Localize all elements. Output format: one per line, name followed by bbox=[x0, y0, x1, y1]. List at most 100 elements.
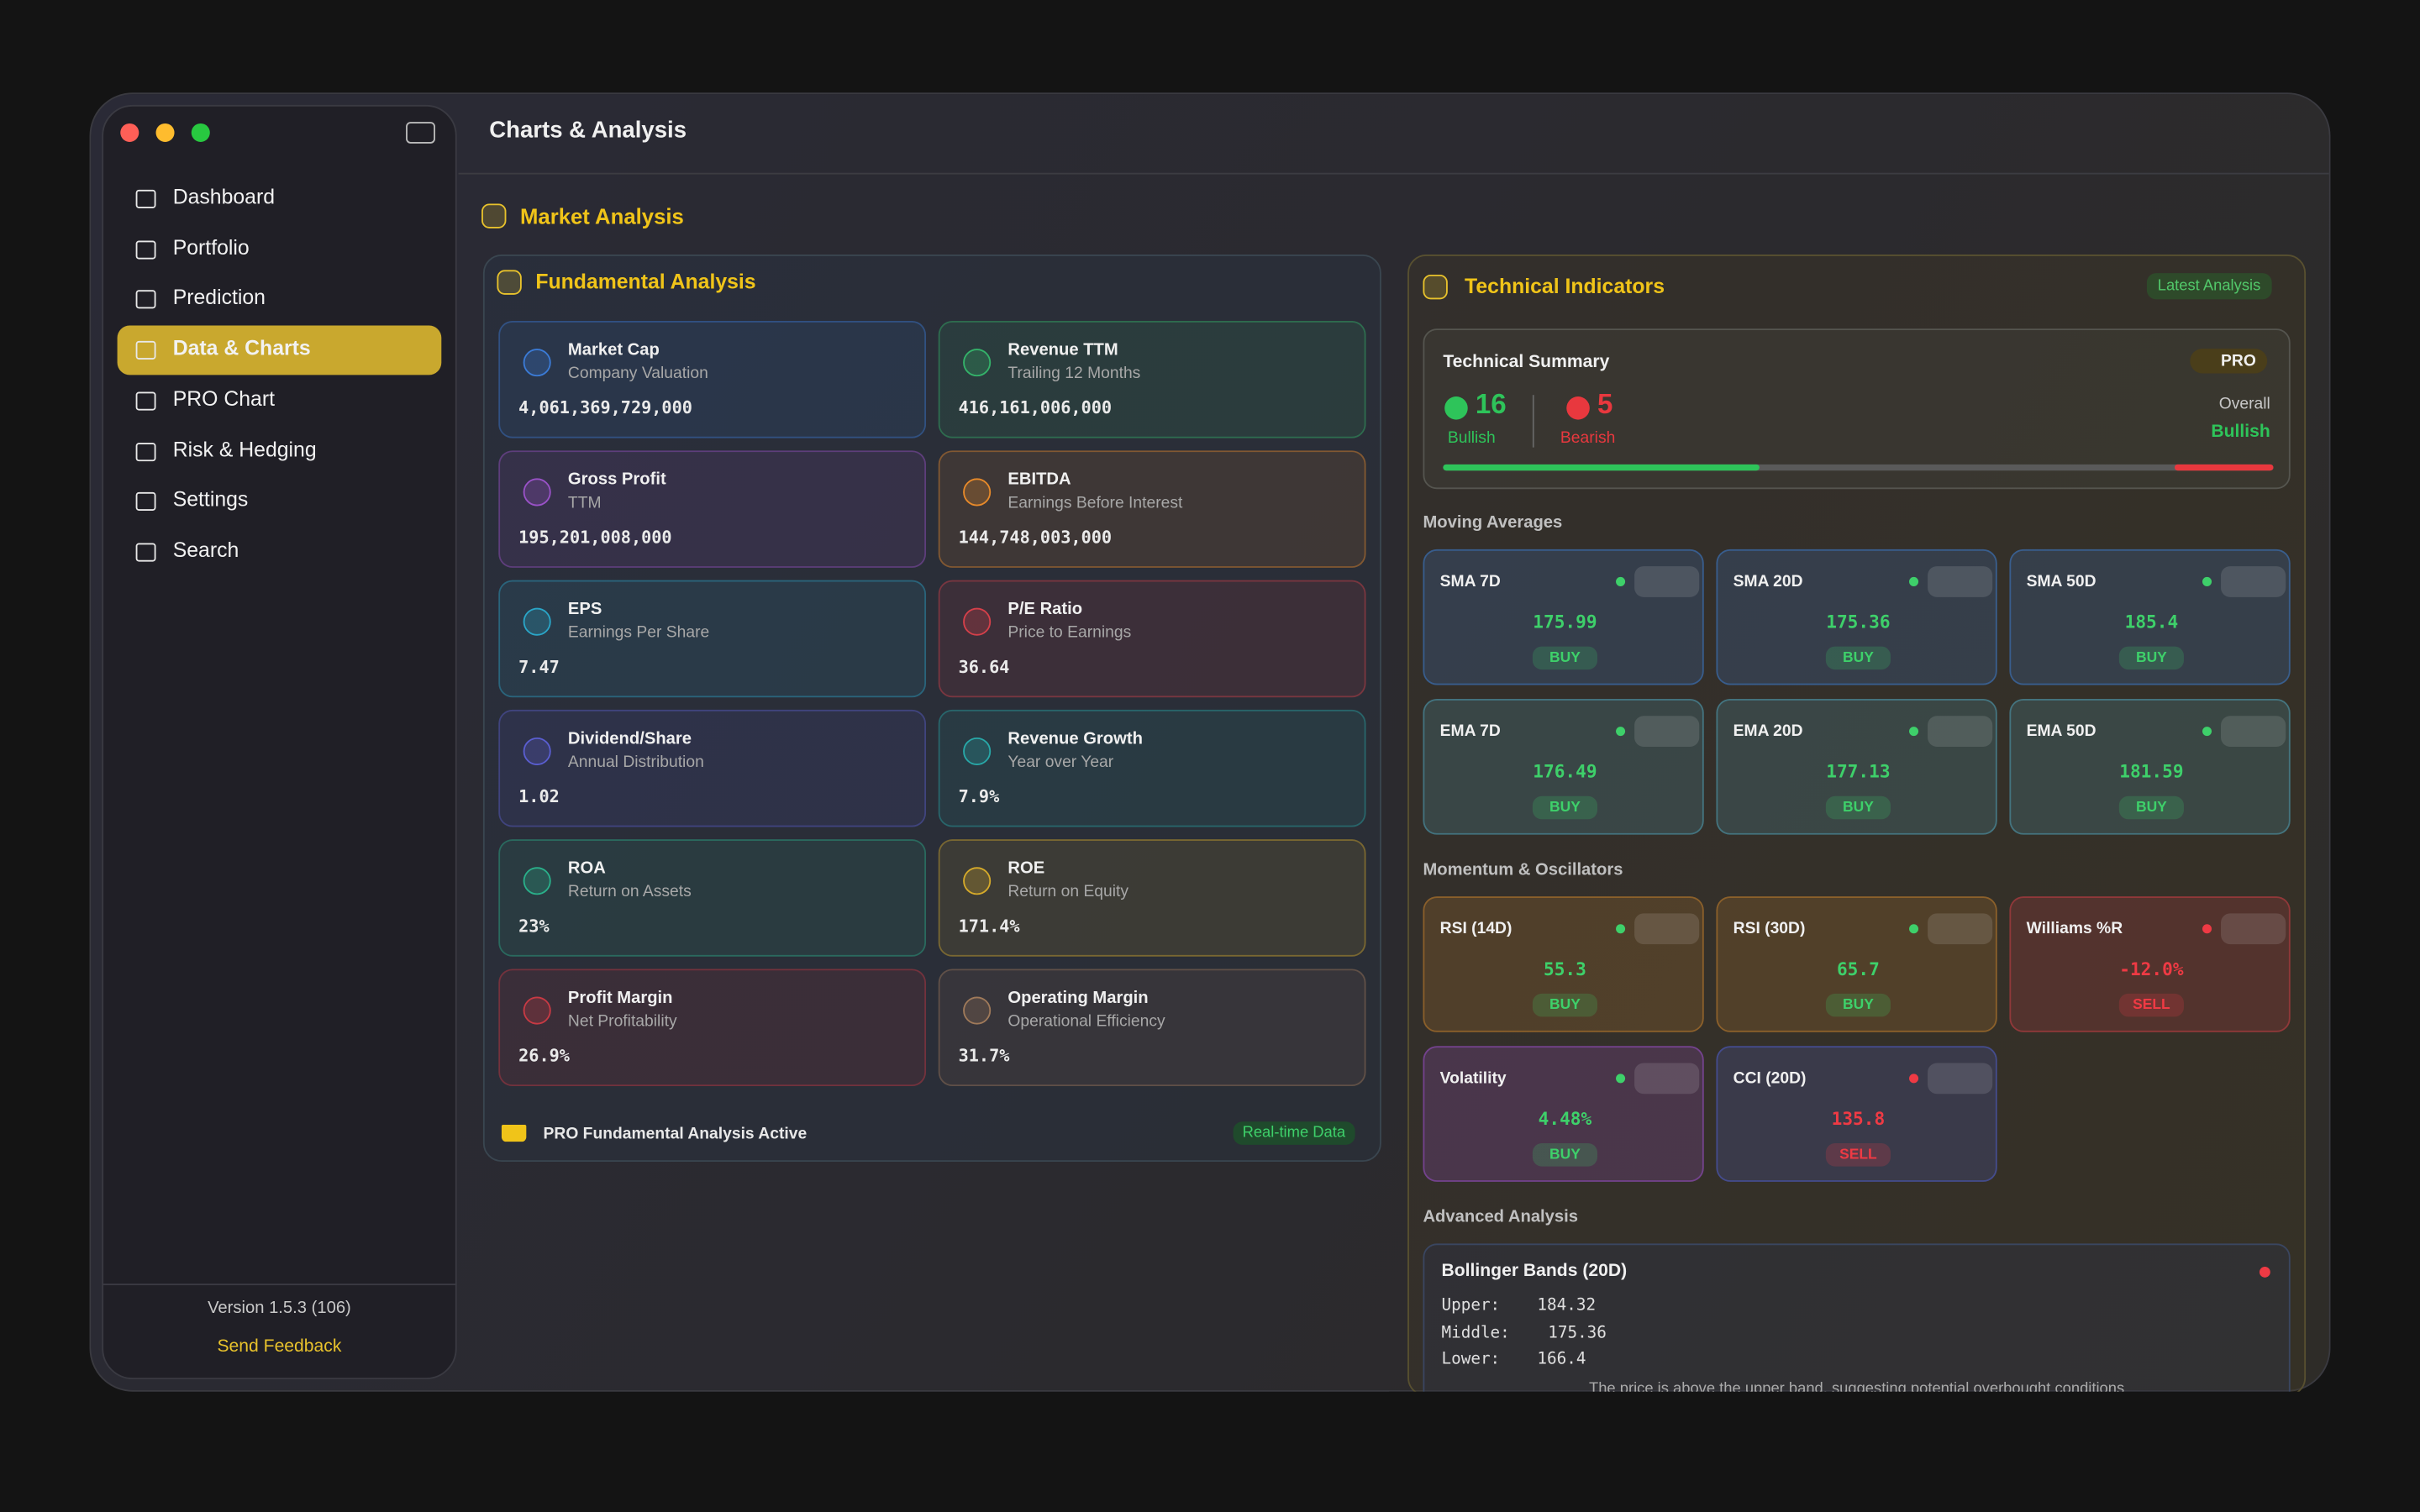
overall-label: Overall bbox=[2218, 395, 2270, 414]
info-button[interactable] bbox=[1928, 566, 1993, 597]
signal-pill: BUY bbox=[1532, 1143, 1598, 1167]
metric-card: Revenue Growth Year over Year 7.9% bbox=[938, 709, 1366, 827]
metric-name: Operating Margin bbox=[1007, 989, 1149, 1008]
band-value: 175.36 bbox=[1548, 1322, 1607, 1342]
info-button[interactable] bbox=[1928, 716, 1993, 747]
nav-item[interactable]: Dashboard bbox=[172, 185, 276, 208]
nav-item[interactable]: Portfolio bbox=[172, 235, 250, 259]
nav-icon bbox=[135, 341, 156, 360]
nav-item[interactable]: Risk & Hedging bbox=[172, 437, 317, 461]
info-button[interactable] bbox=[2221, 566, 2286, 597]
metric-card: Dividend/Share Annual Distribution 1.02 bbox=[498, 709, 927, 827]
info-button[interactable] bbox=[2221, 913, 2286, 945]
info-button[interactable] bbox=[1928, 1063, 1993, 1095]
metric-card: EBITDA Earnings Before Interest 144,748,00… bbox=[938, 450, 1366, 568]
indicator-value: 176.49 bbox=[1533, 760, 1597, 783]
metric-name: EBITDA bbox=[1007, 470, 1071, 490]
status-dot bbox=[2202, 727, 2212, 737]
status-dot bbox=[1616, 576, 1626, 586]
metric-icon bbox=[963, 478, 992, 507]
version: Version 1.5.3 (106) bbox=[208, 1299, 351, 1318]
status-dot bbox=[1909, 727, 1919, 737]
metric-sub: Year over Year bbox=[1007, 753, 1114, 772]
metric-sub: Trailing 12 Months bbox=[1007, 364, 1141, 383]
nav-item[interactable]: Prediction bbox=[172, 286, 266, 310]
indicator-name: Williams %R bbox=[2026, 919, 2123, 938]
signal-pill: BUY bbox=[1825, 795, 1891, 820]
indicator-value: 185.4 bbox=[2124, 611, 2179, 633]
zoom-button[interactable] bbox=[191, 123, 210, 142]
metric-icon bbox=[963, 607, 992, 636]
indicator-name: SMA 20D bbox=[1733, 572, 1803, 591]
nav-icon bbox=[135, 189, 156, 208]
metric-card: Profit Margin Net Profitability 26.9% bbox=[498, 969, 927, 1087]
nav-item[interactable]: PRO Chart bbox=[172, 386, 275, 411]
indicator-card: RSI (30D) 65.7 BUY bbox=[1716, 896, 1997, 1032]
indicator-card: CCI (20D) 135.8 SELL bbox=[1716, 1046, 1997, 1182]
metric-card: ROE Return on Equity 171.4% bbox=[938, 839, 1366, 957]
window-title: Charts & Analysis bbox=[489, 117, 687, 144]
indicator-card: Volatility 4.48% BUY bbox=[1423, 1046, 1704, 1182]
group-title: Advanced Analysis bbox=[1423, 1208, 1578, 1227]
metric-card: Operating Margin Operational Efficiency 31… bbox=[938, 969, 1366, 1087]
band-label: Middle: bbox=[1441, 1322, 1510, 1342]
metric-value: 144,748,003,000 bbox=[958, 528, 1113, 549]
indicator-value: 177.13 bbox=[1826, 760, 1891, 783]
nav-item[interactable]: Search bbox=[172, 538, 239, 562]
metric-value: 7.9% bbox=[958, 786, 1000, 807]
info-button[interactable] bbox=[1634, 913, 1700, 945]
info-button[interactable] bbox=[1634, 716, 1700, 747]
info-button[interactable] bbox=[1928, 913, 1993, 945]
metric-name: Gross Profit bbox=[567, 470, 666, 490]
metric-icon bbox=[523, 737, 551, 766]
metric-sub: Return on Assets bbox=[567, 882, 692, 901]
nav-active-bg[interactable] bbox=[117, 325, 442, 375]
window-mask bbox=[1389, 1391, 2346, 1512]
info-button[interactable] bbox=[2221, 716, 2286, 747]
metric-sub: Annual Distribution bbox=[567, 753, 704, 772]
status-dot bbox=[2202, 924, 2212, 934]
metric-icon bbox=[523, 996, 551, 1025]
summary-track bbox=[1443, 464, 2274, 471]
send-feedback[interactable]: Send Feedback bbox=[217, 1337, 342, 1357]
section-icon bbox=[481, 203, 507, 228]
band-value: 184.32 bbox=[1537, 1295, 1597, 1315]
fundamental-panel bbox=[482, 255, 1381, 1163]
signal-pill: BUY bbox=[2118, 795, 2184, 820]
indicator-name: EMA 7D bbox=[1439, 722, 1501, 741]
realtime-badge: Real-time Data bbox=[1233, 1121, 1355, 1145]
metric-card: Gross Profit TTM 195,201,008,000 bbox=[498, 450, 927, 568]
pro-footer: PRO Fundamental Analysis Active bbox=[543, 1124, 808, 1144]
indicator-name: EMA 50D bbox=[2026, 722, 2096, 741]
indicator-card: EMA 50D 181.59 BUY bbox=[2009, 699, 2291, 835]
status-dot bbox=[1616, 924, 1626, 934]
indicator-name: RSI (14D) bbox=[1439, 919, 1512, 938]
metric-sub: Net Profitability bbox=[567, 1011, 677, 1031]
metric-card: EPS Earnings Per Share 7.47 bbox=[498, 580, 927, 698]
close-button[interactable] bbox=[120, 123, 139, 142]
panel-icon bbox=[497, 270, 522, 295]
metric-value: 23% bbox=[518, 916, 550, 937]
metric-icon bbox=[523, 867, 551, 895]
nav-item[interactable]: Data & Charts bbox=[172, 336, 311, 360]
info-button[interactable] bbox=[1634, 566, 1700, 597]
info-button[interactable] bbox=[1634, 1063, 1700, 1095]
bullish-count: 16 bbox=[1475, 388, 1507, 420]
indicator-value: 65.7 bbox=[1836, 958, 1880, 980]
bollinger-card bbox=[1423, 1243, 2291, 1414]
minimize-button[interactable] bbox=[155, 123, 175, 142]
nav-item[interactable]: Settings bbox=[172, 487, 249, 512]
metric-name: ROE bbox=[1007, 859, 1045, 879]
sidebar-toggle[interactable] bbox=[406, 122, 435, 144]
indicator-name: SMA 50D bbox=[2026, 572, 2096, 591]
nav-icon bbox=[135, 391, 156, 411]
metric-sub: Operational Efficiency bbox=[1007, 1011, 1165, 1031]
metric-value: 7.47 bbox=[518, 657, 560, 678]
signal-pill: BUY bbox=[1532, 795, 1598, 820]
metric-sub: Price to Earnings bbox=[1007, 623, 1132, 643]
signal-pill: SELL bbox=[1825, 1143, 1891, 1167]
band-label: Upper: bbox=[1441, 1295, 1501, 1315]
status-dot bbox=[1909, 576, 1919, 586]
